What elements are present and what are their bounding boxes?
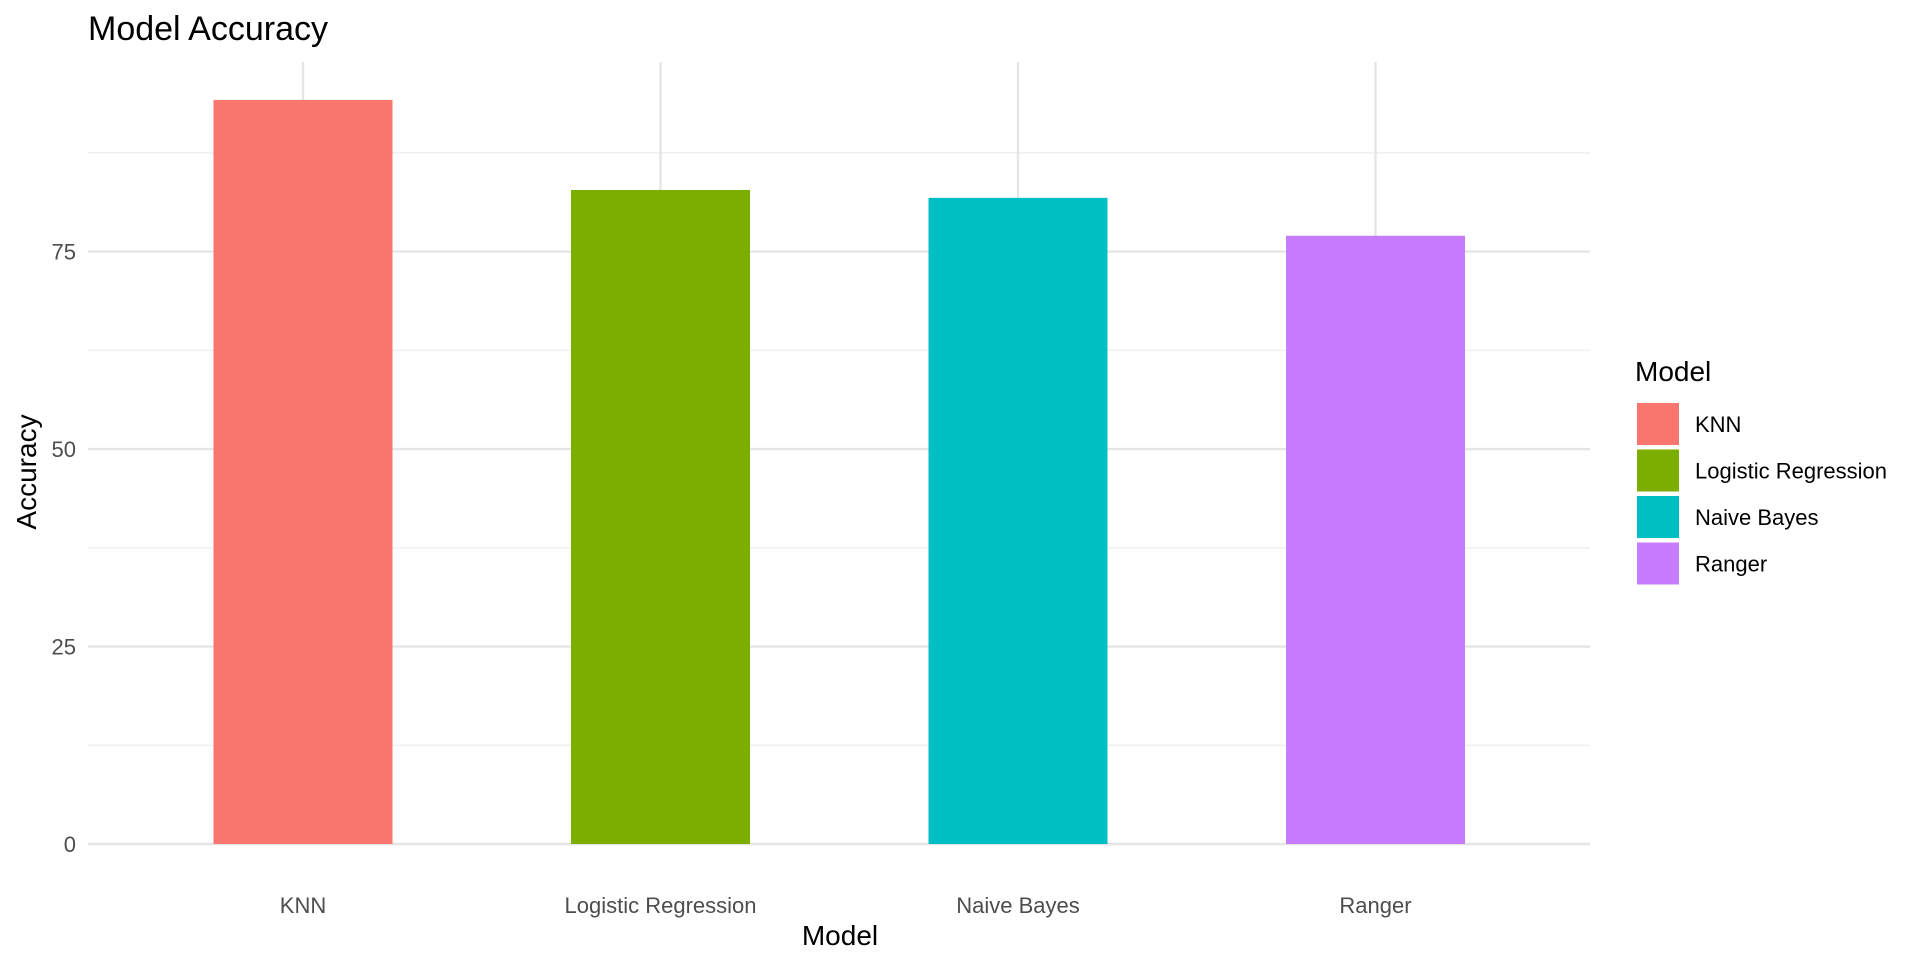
y-tick-label: 0 (64, 832, 76, 857)
x-tick-label: Logistic Regression (565, 893, 757, 918)
legend-label: Naive Bayes (1695, 505, 1819, 530)
x-tick-label: Naive Bayes (956, 893, 1080, 918)
legend: Model KNN Logistic Regression Naive Bayes R… (1635, 356, 1887, 585)
legend-key (1637, 542, 1679, 585)
bars (213, 99, 1465, 845)
legend-title: Model (1635, 356, 1711, 387)
x-tick-labels: KNN Logistic Regression Naive Bayes Ranger (280, 893, 1412, 918)
legend-key (1637, 403, 1679, 445)
bar-knn (213, 99, 393, 844)
bar-naive-bayes (928, 197, 1108, 845)
y-tick-label: 50 (52, 437, 76, 462)
x-axis-title: Model (802, 920, 878, 951)
x-tick-label: KNN (280, 893, 326, 918)
legend-key (1637, 449, 1679, 492)
chart-title: Model Accuracy (88, 10, 328, 48)
legend-label: Ranger (1695, 552, 1767, 577)
y-axis-title: Accuracy (11, 414, 42, 529)
y-tick-label: 25 (52, 635, 76, 660)
legend-key (1637, 496, 1679, 538)
y-tick-labels: 0 25 50 75 (52, 240, 76, 857)
x-tick-label: Ranger (1339, 893, 1411, 918)
legend-label: Logistic Regression (1695, 459, 1887, 484)
y-tick-label: 75 (52, 240, 76, 265)
legend-label: KNN (1695, 412, 1741, 437)
bar-logistic-regression (571, 189, 750, 845)
bar-ranger (1286, 235, 1465, 844)
